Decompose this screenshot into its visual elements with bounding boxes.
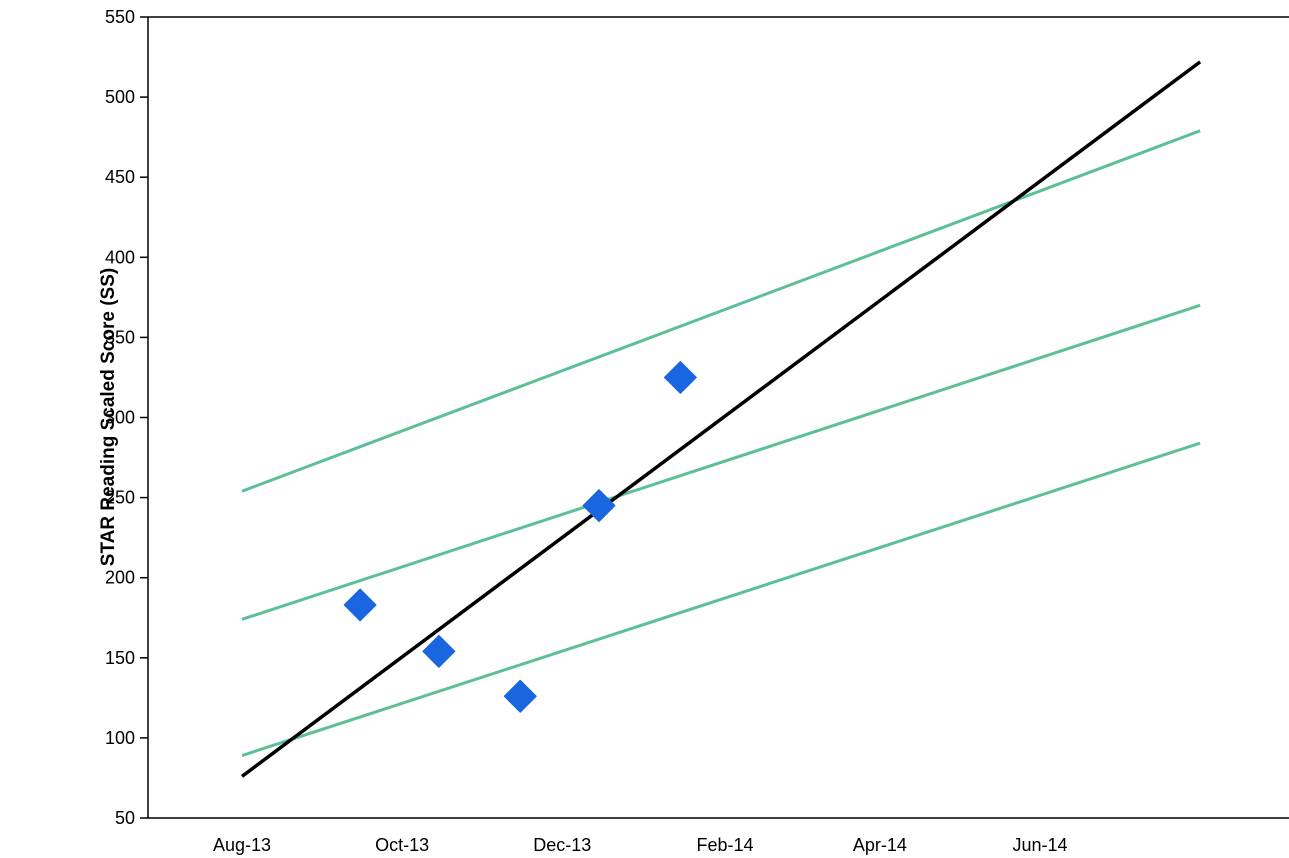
score-point	[343, 588, 377, 622]
y-tick-label: 300	[105, 408, 135, 428]
trend-line	[240, 60, 1202, 778]
x-tick-label: Aug-13	[213, 835, 271, 855]
y-tick-label: 150	[105, 648, 135, 668]
y-axis-title: STAR Reading Scaled Score (SS)	[98, 268, 119, 566]
x-tick-label: Oct-13	[375, 835, 429, 855]
x-tick-label: Feb-14	[696, 835, 753, 855]
y-tick-label: 550	[105, 7, 135, 27]
y-tick-label: 450	[105, 167, 135, 187]
benchmark-line	[241, 129, 1201, 493]
score-point	[663, 360, 697, 394]
plot-area: 50 100 150 200 250 300 350 400 450 500 550 Aug-13 Oc…	[105, 7, 1289, 855]
y-tick-label: 200	[105, 568, 135, 588]
y-tick-label: 100	[105, 728, 135, 748]
x-tick-label: Apr-14	[853, 835, 907, 855]
y-tick-label: 500	[105, 87, 135, 107]
y-tick-label: 50	[115, 808, 135, 828]
benchmark-line	[241, 441, 1201, 757]
score-point	[422, 634, 456, 668]
score-point	[503, 679, 537, 713]
benchmark-line	[241, 303, 1201, 621]
score-point	[582, 489, 616, 523]
y-tick-label: 400	[105, 247, 135, 267]
x-tick-label: Dec-13	[533, 835, 591, 855]
y-tick-label: 350	[105, 327, 135, 347]
y-tick-label: 250	[105, 488, 135, 508]
x-tick-label: Jun-14	[1012, 835, 1067, 855]
